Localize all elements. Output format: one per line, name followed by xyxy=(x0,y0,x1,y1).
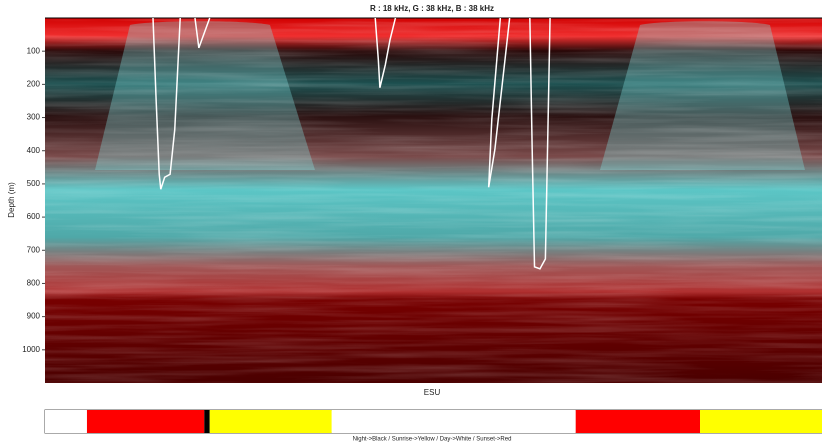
chart-title: R : 18 kHz, G : 38 kHz, B : 38 kHz xyxy=(370,4,494,13)
y-tick-label: 1000 xyxy=(22,345,40,354)
y-tick-label: 900 xyxy=(27,312,41,321)
period-segment xyxy=(87,410,204,433)
period-caption: Night->Black / Sunrise->Yellow / Day->Wh… xyxy=(353,437,512,443)
y-tick-label: 700 xyxy=(27,245,41,254)
x-axis-label: ESU xyxy=(424,388,441,397)
y-tick-label: 200 xyxy=(27,79,41,88)
period-segment xyxy=(210,410,332,433)
chart: R : 18 kHz, G : 38 kHz, B : 38 kHz Depth… xyxy=(0,0,822,445)
period-segment xyxy=(576,410,700,433)
y-tick-label: 300 xyxy=(27,113,41,122)
y-axis-label: Depth (m) xyxy=(7,182,16,218)
period-segment xyxy=(332,410,576,433)
y-tick-label: 500 xyxy=(27,179,41,188)
period-segment xyxy=(700,410,822,433)
y-tick-label: 600 xyxy=(27,212,41,221)
period-segment xyxy=(204,410,209,433)
period-segment xyxy=(45,410,87,433)
echogram xyxy=(45,18,822,383)
y-tick-label: 100 xyxy=(27,46,41,55)
y-tick-label: 400 xyxy=(27,146,41,155)
y-tick-label: 800 xyxy=(27,279,41,288)
echogram-texture xyxy=(45,18,822,383)
